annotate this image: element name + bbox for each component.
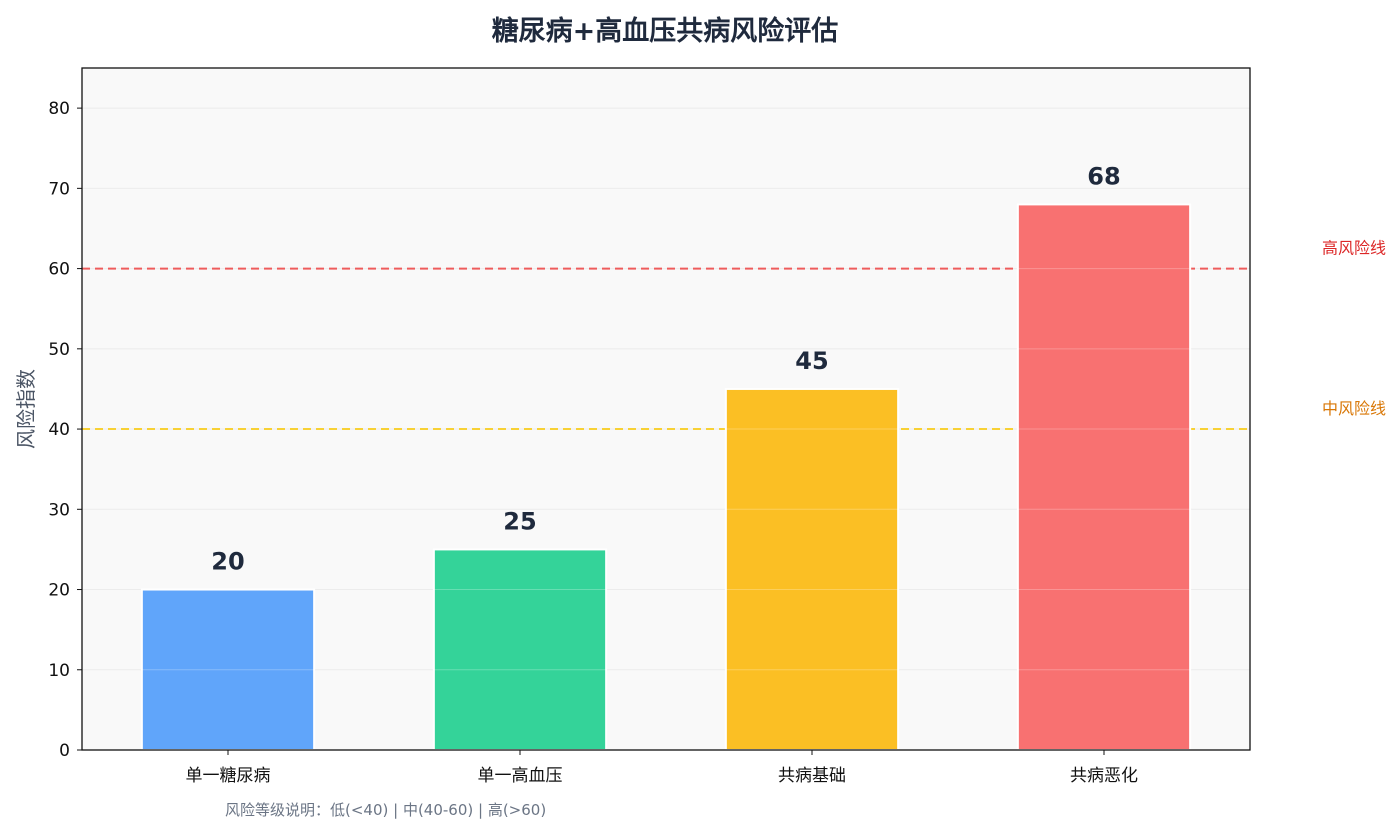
chart-title: 糖尿病+高血压共病风险评估 — [492, 15, 839, 47]
y-tick-label: 20 — [48, 581, 70, 601]
bar — [1016, 203, 1192, 751]
risk-level-note: 风险等级说明：低(<40) | 中(40-60) | 高(>60) — [225, 801, 546, 819]
y-tick-label: 0 — [59, 741, 70, 761]
bar — [432, 548, 608, 751]
x-tick-label: 单一高血压 — [478, 766, 563, 786]
value-label: 68 — [1087, 162, 1120, 190]
y-axis-label: 风险指数 — [14, 369, 38, 449]
y-tick-label: 10 — [48, 661, 70, 681]
y-tick-label: 40 — [48, 420, 70, 440]
x-tick-label: 共病基础 — [778, 766, 846, 786]
x-tick-label: 单一糖尿病 — [186, 766, 271, 786]
x-axis-ticks: 单一糖尿病 单一高血压 共病基础 共病恶化 — [186, 750, 1138, 786]
y-axis-ticks: 0 10 20 30 40 50 60 70 80 — [48, 99, 82, 761]
bar — [724, 387, 900, 751]
value-labels: 20 25 45 68 — [211, 162, 1120, 575]
x-tick-label: 共病恶化 — [1070, 766, 1138, 786]
bars — [140, 203, 1192, 751]
y-tick-label: 30 — [48, 500, 70, 520]
y-tick-label: 80 — [48, 99, 70, 119]
plot-frame — [81, 67, 1251, 751]
value-label: 25 — [503, 507, 536, 535]
value-label: 20 — [211, 548, 244, 576]
value-label: 45 — [795, 347, 828, 375]
reference-line-label: 中风险线 — [1322, 399, 1386, 418]
y-tick-label: 70 — [48, 179, 70, 199]
y-tick-label: 50 — [48, 340, 70, 360]
plot-border — [81, 67, 1251, 751]
y-tick-label: 60 — [48, 260, 70, 280]
reference-line-label: 高风险线 — [1322, 239, 1386, 258]
bar — [140, 588, 316, 751]
